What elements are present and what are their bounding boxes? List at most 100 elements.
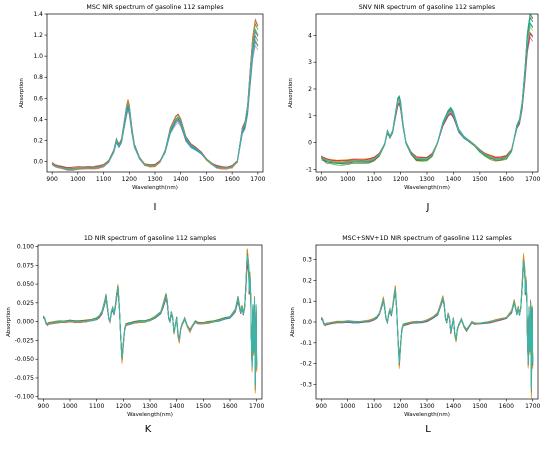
y-tick-label: 0.4 (33, 116, 43, 123)
spectrum-line (51, 40, 259, 169)
spectrum-line (321, 14, 534, 166)
x-tick-label: 1300 (142, 403, 157, 410)
x-axis-label: Wavelength(nm) (127, 412, 173, 418)
x-tick-label: 1400 (446, 403, 461, 410)
spectrum-line (321, 263, 534, 388)
panel-letter: J (426, 202, 430, 213)
axes-frame (46, 13, 264, 173)
y-tick-label: 0.1 (302, 298, 312, 305)
spectrum-line (320, 260, 534, 390)
chart-panel-3: 1D NIR spectrum of gasoline 112 samples 9… (6, 235, 264, 435)
spectrum-line (321, 259, 534, 389)
y-axis-label: Absorption (6, 307, 12, 337)
spectrum-line (321, 259, 534, 392)
panel-letter: L (425, 424, 431, 435)
x-axis-label: Wavelength(nm) (132, 185, 178, 191)
x-tick-label: 1100 (367, 176, 382, 183)
y-tick-label: 0.050 (17, 281, 34, 288)
x-tick-label: 1200 (122, 176, 137, 183)
x-tick-label: 1700 (525, 403, 540, 410)
x-tick-label: 1400 (173, 176, 188, 183)
panel-letter: K (145, 424, 152, 435)
spectrum-line (320, 263, 534, 387)
spectrum-line (321, 22, 534, 164)
spectrum-line (51, 28, 259, 170)
x-tick-label: 1100 (96, 176, 111, 183)
series-group (320, 253, 534, 399)
spectrum-line (42, 255, 258, 386)
x-tick-label: 1100 (89, 403, 104, 410)
axes-frame (315, 13, 539, 173)
x-axis-label: Wavelength(nm) (404, 412, 450, 418)
spectrum-line (51, 34, 259, 171)
y-tick-label: 0.075 (17, 262, 34, 269)
y-tick-label: 0.2 (33, 137, 43, 144)
spectrum-line (321, 257, 534, 395)
y-tick-label: 0.0 (302, 319, 312, 326)
x-tick-label: 1600 (499, 403, 514, 410)
spectrum-line (51, 29, 259, 169)
spectrum-line (320, 259, 534, 391)
y-tick-label: 0.8 (33, 74, 43, 81)
spectrum-line (321, 14, 534, 165)
chart-title: 1D NIR spectrum of gasoline 112 samples (84, 235, 216, 242)
spectrum-line (320, 262, 534, 389)
x-tick-label: 1000 (340, 403, 355, 410)
y-tick-label: 0.000 (17, 319, 34, 326)
spectrum-line (51, 19, 259, 171)
spectrum-line (51, 29, 259, 170)
spectrum-line (321, 25, 534, 162)
x-tick-label: 1100 (367, 403, 382, 410)
y-tick-label: -0.2 (300, 361, 312, 368)
spectrum-line (321, 36, 534, 162)
spectrum-line (321, 261, 534, 390)
spectrum-line (51, 30, 259, 171)
x-tick-label: 1300 (147, 176, 162, 183)
chart-panel-1: MSC NIR spectrum of gasoline 112 samples… (19, 4, 266, 213)
spectrum-line (51, 39, 259, 169)
spectrum-line (51, 18, 259, 170)
x-tick-label: 1300 (419, 176, 434, 183)
x-tick-label: 1000 (340, 176, 355, 183)
chart-panel-4: MSC+SNV+1D NIR spectrum of gasoline 112 … (290, 235, 541, 435)
spectrum-line (321, 32, 534, 162)
series-group (320, 14, 534, 166)
y-tick-label: -0.050 (15, 356, 35, 363)
chart-panel-2: SNV NIR spectrum of gasoline 112 samples… (288, 4, 541, 213)
x-tick-label: 1700 (525, 176, 540, 183)
y-tick-label: 0.0 (33, 158, 43, 165)
spectrum-line (321, 31, 534, 161)
spectrum-line (320, 263, 534, 386)
y-tick-label: 0.6 (33, 95, 43, 102)
y-tick-label: 1.4 (33, 11, 43, 18)
x-tick-label: 1500 (472, 403, 487, 410)
x-tick-label: 1500 (472, 176, 487, 183)
spectrum-line (321, 31, 534, 162)
y-axis-label: Absorption (290, 307, 296, 337)
x-tick-label: 900 (46, 176, 58, 183)
spectrum-line (320, 253, 534, 399)
spectrum-line (320, 254, 534, 395)
chart-title: MSC+SNV+1D NIR spectrum of gasoline 112 … (342, 235, 512, 242)
y-axis-label: Absorption (288, 78, 294, 108)
y-tick-label: 2 (308, 86, 312, 93)
spectrum-line (321, 22, 534, 163)
spectrum-line (321, 21, 534, 164)
y-tick-label: -0.3 (300, 381, 312, 388)
spectrum-line (321, 32, 534, 162)
panel-letter: I (154, 202, 157, 213)
x-tick-label: 1500 (196, 403, 211, 410)
y-axis-label: Absorption (19, 78, 25, 108)
y-tick-label: 1.2 (33, 32, 43, 39)
y-tick-label: 0.025 (17, 300, 34, 307)
x-tick-label: 1400 (169, 403, 184, 410)
x-tick-label: 900 (38, 403, 50, 410)
y-tick-label: -0.025 (15, 337, 35, 344)
y-tick-label: 4 (308, 32, 312, 39)
spectrum-line (51, 44, 259, 169)
x-tick-label: 1200 (116, 403, 131, 410)
spectrum-line (51, 29, 259, 170)
y-tick-label: -0.075 (15, 375, 35, 382)
y-tick-label: 0.3 (302, 257, 312, 264)
x-tick-label: 1300 (419, 403, 434, 410)
